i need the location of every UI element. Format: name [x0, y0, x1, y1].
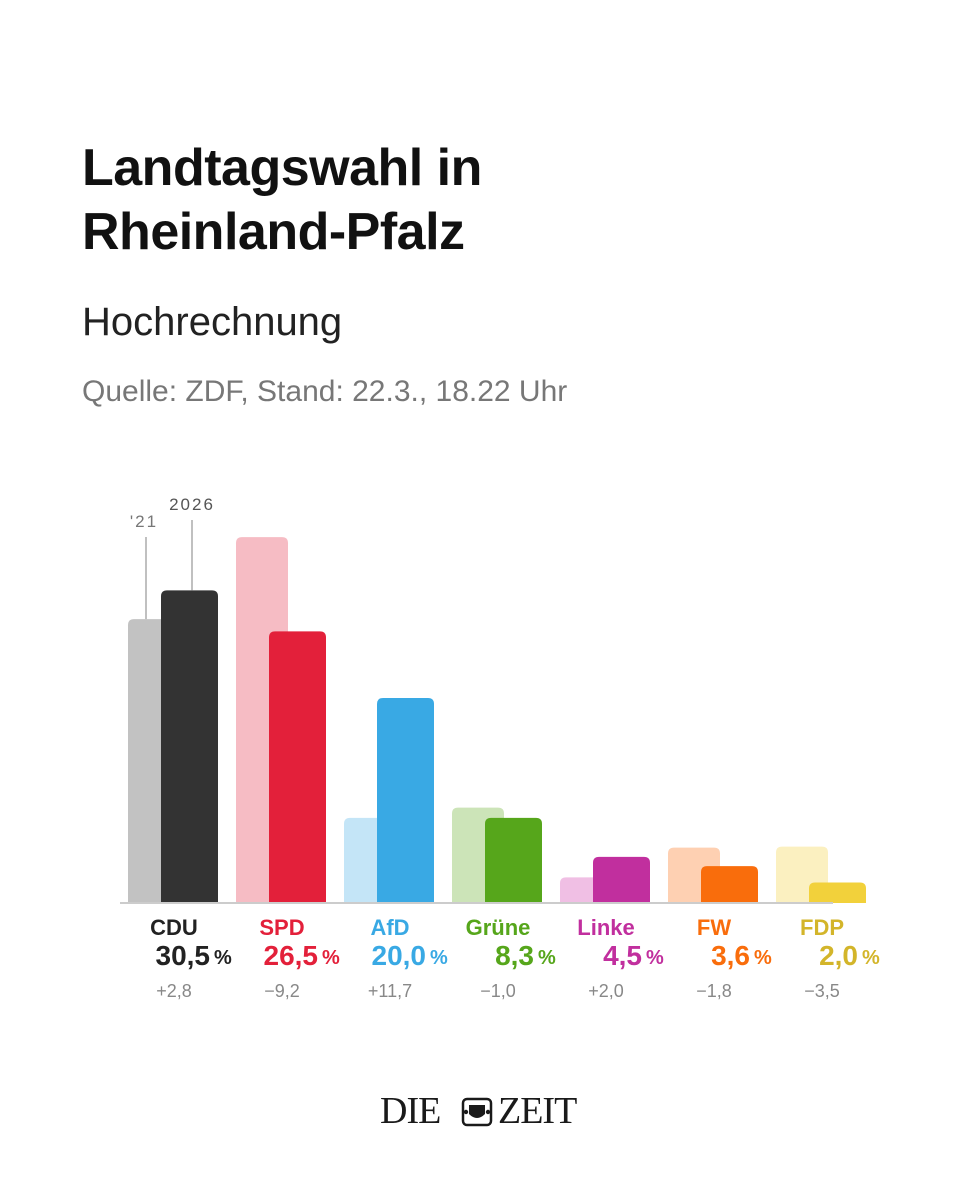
- bar-2026-linke: [593, 856, 650, 903]
- party-label-fdp: FDP: [800, 915, 844, 940]
- logo-text-right: ZEIT: [498, 1090, 577, 1132]
- die-zeit-logo: DIE ZEIT: [380, 1088, 580, 1134]
- chart-subtitle: Hochrechnung: [82, 300, 343, 344]
- bar-2026-fw: [701, 866, 758, 903]
- percent-unit-spd: %: [322, 947, 340, 969]
- value-label-linke: 4,5: [603, 940, 642, 971]
- value-label-fdp: 2,0: [819, 940, 858, 971]
- value-label-grüne: 8,3: [495, 940, 534, 971]
- title-line-2: Rheinland-Pfalz: [82, 203, 465, 261]
- percent-unit-afd: %: [430, 947, 448, 969]
- title-line-1: Landtagswahl in: [82, 139, 482, 197]
- party-label-afd: AfD: [370, 915, 409, 940]
- series-label-2021: '21: [130, 512, 158, 531]
- logo-text-left: DIE: [380, 1090, 441, 1132]
- change-label-spd: −9,2: [264, 981, 300, 1001]
- party-label-linke: Linke: [577, 915, 634, 940]
- change-label-linke: +2,0: [588, 981, 624, 1001]
- change-label-cdu: +2,8: [156, 981, 192, 1001]
- change-label-fdp: −3,5: [804, 981, 840, 1001]
- change-label-grüne: −1,0: [480, 981, 516, 1001]
- value-label-afd: 20,0: [372, 940, 427, 971]
- bar-2026-afd: [377, 698, 434, 903]
- bar-2026-spd: [269, 631, 326, 903]
- bar-2026-grüne: [485, 817, 542, 903]
- chart-title: Landtagswahl in Rheinland-Pfalz: [82, 136, 482, 264]
- party-label-spd: SPD: [259, 915, 304, 940]
- change-label-fw: −1,8: [696, 981, 732, 1001]
- party-label-fw: FW: [697, 915, 731, 940]
- bar-2026-fdp: [809, 882, 866, 903]
- percent-unit-grüne: %: [538, 947, 556, 969]
- source-note: Quelle: ZDF, Stand: 22.3., 18.22 Uhr: [82, 375, 568, 408]
- coat-of-arms-icon: [461, 1097, 493, 1127]
- value-label-spd: 26,5: [264, 940, 319, 971]
- percent-unit-linke: %: [646, 947, 664, 969]
- value-label-fw: 3,6: [711, 940, 750, 971]
- value-label-cdu: 30,5: [156, 940, 211, 971]
- series-label-2026: 2026: [169, 495, 215, 514]
- percent-unit-fdp: %: [862, 947, 880, 969]
- change-label-afd: +11,7: [368, 981, 412, 1001]
- percent-unit-fw: %: [754, 947, 772, 969]
- percent-unit-cdu: %: [214, 947, 232, 969]
- party-label-cdu: CDU: [150, 915, 198, 940]
- party-label-grüne: Grüne: [466, 915, 531, 940]
- bar-2026-cdu: [161, 590, 218, 903]
